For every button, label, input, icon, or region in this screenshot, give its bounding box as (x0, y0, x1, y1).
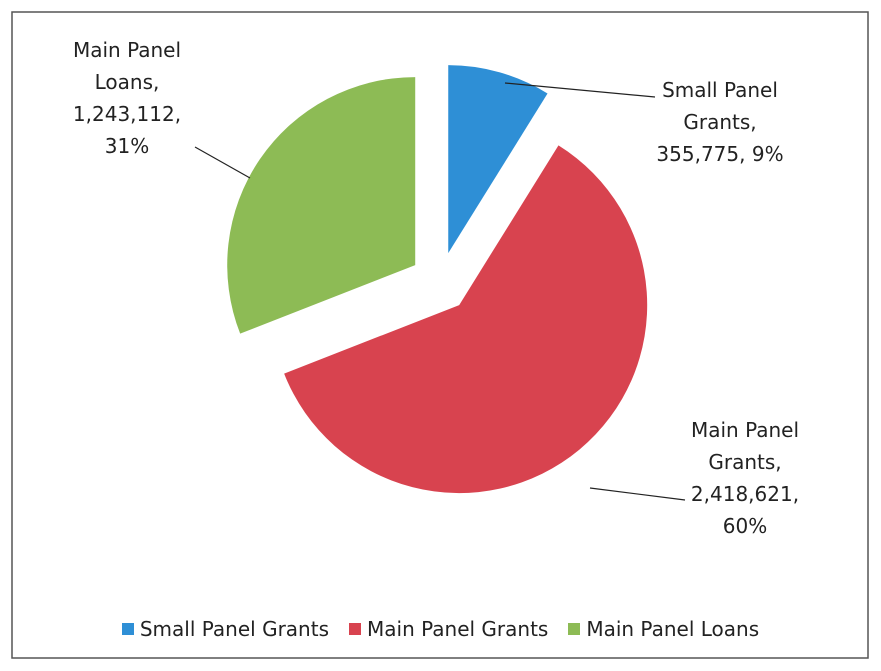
legend: Small Panel Grants Main Panel Grants Main … (0, 617, 881, 641)
legend-swatch (121, 623, 134, 635)
pie-slice (284, 145, 648, 494)
label-name: Main Panel Loans (72, 38, 182, 94)
data-label: Main Panel Loans, 1,243,112, 31% (72, 38, 182, 158)
label-percent: 60% (722, 514, 768, 538)
legend-item: Small Panel Grants (121, 617, 329, 641)
legend-swatch (349, 623, 361, 635)
leader-line (504, 82, 656, 98)
legend-item: Main Panel Loans (568, 617, 759, 641)
legend-item: Main Panel Grants (349, 617, 548, 641)
data-label: Small Panel Grants, 355,775, 9% (656, 78, 784, 166)
label-value: 2,418,621 (690, 482, 793, 506)
label-percent: 9% (751, 142, 784, 166)
pie-slice (448, 65, 548, 254)
legend-label: Main Panel Grants (367, 617, 549, 641)
label-name: Small Panel Grants (662, 78, 778, 134)
leader-line (194, 146, 251, 179)
chart-border (11, 11, 869, 659)
legend-swatch (568, 623, 581, 635)
label-value: 1,243,112 (72, 102, 175, 126)
data-label: Main Panel Grants, 2,418,621, 60% (690, 418, 800, 538)
label-value: 355,775 (656, 142, 740, 166)
legend-label: Main Panel Loans (586, 617, 760, 641)
label-name: Main Panel Grants (690, 418, 800, 474)
pie-slice (227, 77, 416, 334)
leader-line (589, 487, 686, 501)
label-percent: 31% (104, 134, 150, 158)
legend-label: Small Panel Grants (139, 617, 329, 641)
